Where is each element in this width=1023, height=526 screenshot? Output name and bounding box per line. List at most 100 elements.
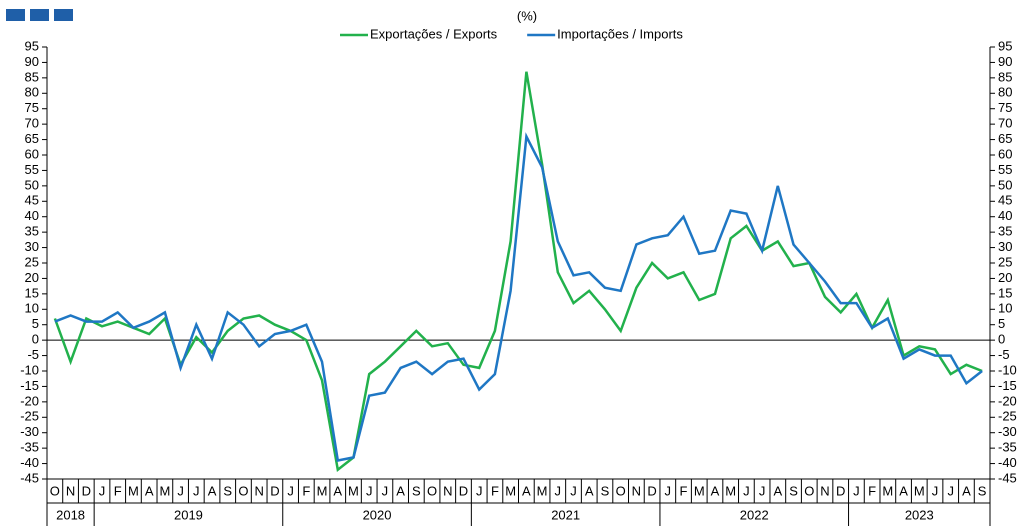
x-tick-label: S [789, 483, 798, 498]
x-tick-label: A [585, 483, 594, 498]
x-tick-label: J [932, 483, 939, 498]
x-tick-label: J [193, 483, 200, 498]
y-tick-label: 5 [32, 316, 39, 331]
x-tick-label: A [145, 483, 154, 498]
y-tick-label: 50 [25, 177, 39, 192]
y-tick-label-right: -45 [998, 470, 1017, 485]
x-tick-label: M [159, 483, 170, 498]
x-tick-label: J [366, 483, 373, 498]
year-label: 2018 [56, 507, 85, 522]
y-tick-label: 75 [25, 100, 39, 115]
y-tick-label-right: 65 [998, 131, 1012, 146]
y-tick-label-right: 40 [998, 208, 1012, 223]
x-tick-label: M [694, 483, 705, 498]
y-tick-label: 65 [25, 131, 39, 146]
y-tick-label-right: -5 [998, 347, 1010, 362]
x-tick-label: O [238, 483, 248, 498]
x-tick-label: A [396, 483, 405, 498]
year-label: 2021 [551, 507, 580, 522]
y-tick-label: 0 [32, 332, 39, 347]
x-tick-label: O [50, 483, 60, 498]
x-tick-label: A [962, 483, 971, 498]
x-tick-label: M [537, 483, 548, 498]
year-label: 2020 [363, 507, 392, 522]
year-label: 2023 [905, 507, 934, 522]
x-tick-label: N [632, 483, 641, 498]
x-tick-label: J [947, 483, 954, 498]
y-tick-label-right: 20 [998, 270, 1012, 285]
y-tick-label: 25 [25, 254, 39, 269]
x-tick-label: M [725, 483, 736, 498]
x-tick-label: A [333, 483, 342, 498]
y-tick-label: -20 [20, 393, 39, 408]
y-tick-label-right: 15 [998, 285, 1012, 300]
y-tick-label: -40 [20, 455, 39, 470]
y-tick-label: 40 [25, 208, 39, 223]
x-tick-label: J [555, 483, 562, 498]
x-tick-label: F [680, 483, 688, 498]
x-tick-label: D [82, 483, 91, 498]
x-tick-label: F [491, 483, 499, 498]
y-tick-label: -45 [20, 470, 39, 485]
y-tick-label-right: 5 [998, 316, 1005, 331]
x-tick-label: D [836, 483, 845, 498]
y-tick-label-right: -35 [998, 440, 1017, 455]
x-tick-label: D [270, 483, 279, 498]
x-tick-label: F [868, 483, 876, 498]
logo-block [54, 9, 73, 21]
y-tick-label: 45 [25, 193, 39, 208]
y-tick-label-right: 30 [998, 239, 1012, 254]
x-tick-label: N [66, 483, 75, 498]
x-tick-label: A [522, 483, 531, 498]
x-tick-label: S [223, 483, 232, 498]
year-label: 2019 [174, 507, 203, 522]
y-tick-label-right: 0 [998, 332, 1005, 347]
y-tick-label-right: 25 [998, 254, 1012, 269]
y-tick-label-right: 90 [998, 54, 1012, 69]
legend-label: Exportações / Exports [370, 26, 498, 41]
x-tick-label: S [978, 483, 987, 498]
logo-block [30, 9, 49, 21]
x-tick-label: M [505, 483, 516, 498]
y-tick-label-right: 50 [998, 177, 1012, 192]
legend: Exportações / Exports Importações / Impor… [340, 26, 683, 41]
y-tick-label-right: -40 [998, 455, 1017, 470]
y-tick-label-right: 95 [998, 38, 1012, 53]
x-tick-label: M [882, 483, 893, 498]
x-tick-label: A [711, 483, 720, 498]
y-tick-label: 60 [25, 146, 39, 161]
x-tick-label: J [99, 483, 106, 498]
x-tick-label: J [382, 483, 389, 498]
y-tick-label-right: -10 [998, 362, 1017, 377]
y-tick-label: -30 [20, 424, 39, 439]
x-tick-label: J [759, 483, 766, 498]
y-tick-label: 15 [25, 285, 39, 300]
y-tick-label: 70 [25, 116, 39, 131]
x-tick-label: A [899, 483, 908, 498]
y-tick-label: 20 [25, 270, 39, 285]
y-tick-label: 35 [25, 224, 39, 239]
x-tick-label: N [443, 483, 452, 498]
x-tick-label: O [616, 483, 626, 498]
x-tick-label: M [317, 483, 328, 498]
y-tick-label-right: 45 [998, 193, 1012, 208]
y-tick-label-right: 85 [998, 69, 1012, 84]
y-tick-label-right: 70 [998, 116, 1012, 131]
y-tick-label: 95 [25, 38, 39, 53]
y-tick-label-right: 75 [998, 100, 1012, 115]
x-tick-label: J [853, 483, 860, 498]
y-tick-label: 80 [25, 85, 39, 100]
y-tick-label: 30 [25, 239, 39, 254]
x-tick-label: M [128, 483, 139, 498]
y-tick-label-right: 80 [998, 85, 1012, 100]
y-tick-label: 90 [25, 54, 39, 69]
y-tick-label: 85 [25, 69, 39, 84]
x-tick-label: A [773, 483, 782, 498]
logo-block [6, 9, 25, 21]
x-tick-label: J [476, 483, 483, 498]
year-label: 2022 [740, 507, 769, 522]
y-tick-label-right: 55 [998, 162, 1012, 177]
x-tick-label: O [427, 483, 437, 498]
unit-label: (%) [517, 8, 537, 23]
